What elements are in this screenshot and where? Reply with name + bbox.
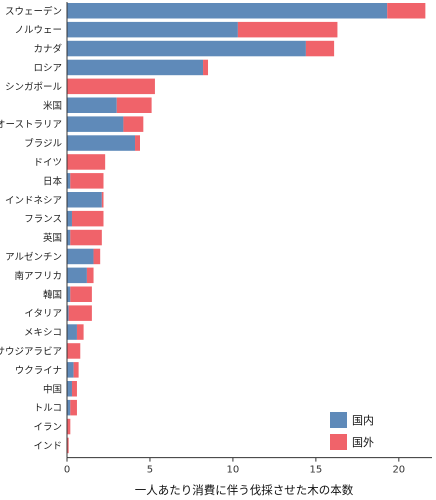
bar-foreign-1 xyxy=(237,21,338,38)
x-tick-label-2: 10 xyxy=(227,465,240,476)
bar-foreign-18 xyxy=(67,343,81,359)
category-label-14: 南アフリカ xyxy=(14,270,62,282)
legend-swatch-foreign xyxy=(330,434,347,450)
category-label-1: ノルウェー xyxy=(14,25,62,36)
bar-domestic-17 xyxy=(67,324,77,340)
legend-label-domestic: 国内 xyxy=(352,413,374,427)
bar-domestic-12 xyxy=(67,229,71,246)
x-tick-label-0: 0 xyxy=(64,465,70,476)
bar-foreign-17 xyxy=(76,324,84,340)
bar-foreign-9 xyxy=(70,173,104,189)
bar-foreign-7 xyxy=(135,135,140,151)
bars-group xyxy=(67,3,426,454)
category-label-8: ドイツ xyxy=(33,157,62,168)
category-label-21: トルコ xyxy=(34,403,62,414)
category-label-5: 米国 xyxy=(43,100,62,112)
category-label-15: 韓国 xyxy=(43,290,62,301)
bar-domestic-2 xyxy=(67,40,306,57)
bar-domestic-3 xyxy=(67,59,204,76)
category-label-13: アルゼンチン xyxy=(5,251,62,263)
bar-foreign-8 xyxy=(67,154,106,170)
bar-foreign-16 xyxy=(68,305,92,321)
category-labels: スウェーデンノルウェーカナダロシアシンガポール米国オーストラリアブラジルドイツ日… xyxy=(0,5,62,452)
bar-domestic-15 xyxy=(67,286,71,302)
category-label-4: シンガポール xyxy=(5,82,63,93)
category-label-3: ロシア xyxy=(33,63,62,74)
x-axis: 0 5 10 15 20 xyxy=(64,2,432,476)
bar-foreign-14 xyxy=(86,267,94,284)
bar-foreign-5 xyxy=(116,97,152,113)
x-tick-label-4: 20 xyxy=(392,465,405,476)
bar-domestic-21 xyxy=(67,399,71,416)
category-label-17: メキシコ xyxy=(24,328,62,339)
category-label-19: ウクライナ xyxy=(15,365,62,376)
x-axis-title: 一人あたり消費に伴う伐採させた木の本数 xyxy=(135,483,354,497)
bar-domestic-5 xyxy=(67,97,117,113)
bar-domestic-13 xyxy=(67,248,94,265)
bar-foreign-15 xyxy=(70,286,92,302)
bar-domestic-19 xyxy=(67,362,74,378)
legend-swatch-domestic xyxy=(330,412,347,428)
bar-domestic-9 xyxy=(67,173,71,189)
bar-foreign-23 xyxy=(67,437,69,454)
category-label-16: イタリア xyxy=(24,309,62,320)
category-label-10: インドネシア xyxy=(5,195,62,206)
category-label-18: サウジアラビア xyxy=(0,346,62,357)
bar-domestic-0 xyxy=(67,3,388,19)
bar-foreign-11 xyxy=(71,210,104,227)
bar-foreign-13 xyxy=(93,248,101,265)
bar-foreign-4 xyxy=(67,78,155,95)
bar-domestic-6 xyxy=(67,116,124,132)
bar-foreign-19 xyxy=(73,362,79,378)
bar-foreign-10 xyxy=(101,192,104,208)
bar-domestic-11 xyxy=(67,210,72,227)
bar-foreign-6 xyxy=(123,116,144,132)
bar-domestic-14 xyxy=(67,267,87,284)
category-label-9: 日本 xyxy=(43,175,63,187)
bar-foreign-22 xyxy=(67,418,71,435)
bar-domestic-1 xyxy=(67,21,238,38)
bar-foreign-12 xyxy=(70,229,102,246)
category-label-2: カナダ xyxy=(33,43,62,55)
x-tick-label-1: 5 xyxy=(147,465,153,476)
bar-domestic-10 xyxy=(67,192,102,208)
bar-foreign-21 xyxy=(70,399,77,416)
category-label-11: フランス xyxy=(24,214,62,225)
category-label-23: インド xyxy=(33,441,62,452)
bar-domestic-20 xyxy=(67,381,72,397)
x-tick-label-3: 15 xyxy=(309,465,322,476)
category-label-20: 中国 xyxy=(43,383,62,395)
category-label-22: イラン xyxy=(33,422,62,433)
bar-foreign-2 xyxy=(305,40,335,57)
bar-foreign-20 xyxy=(71,381,77,397)
bar-foreign-0 xyxy=(387,3,426,19)
bar-domestic-7 xyxy=(67,135,136,151)
bar-foreign-3 xyxy=(203,59,209,76)
bar-domestic-16 xyxy=(67,305,69,321)
category-label-12: 英国 xyxy=(43,232,62,244)
legend-label-foreign: 国外 xyxy=(352,436,374,449)
category-label-6: オーストラリア xyxy=(0,120,62,131)
category-label-0: スウェーデン xyxy=(5,5,62,17)
category-label-7: ブラジル xyxy=(24,138,62,150)
